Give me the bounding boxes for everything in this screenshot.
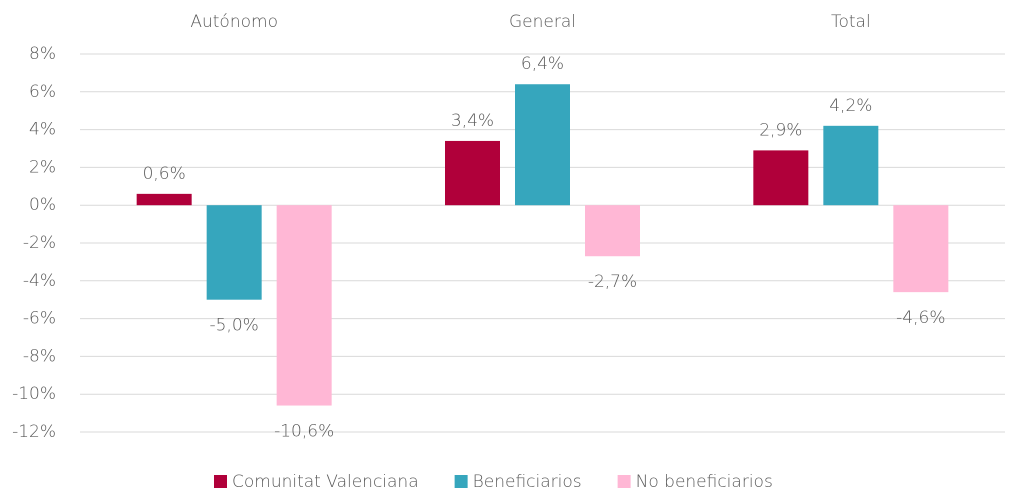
bar bbox=[585, 205, 640, 257]
bar bbox=[206, 205, 262, 300]
bar bbox=[445, 140, 500, 206]
data-label: 6,4% bbox=[521, 54, 564, 74]
legend-swatch bbox=[617, 475, 631, 488]
y-tick-label: -10% bbox=[12, 384, 56, 404]
y-tick-label: -8% bbox=[23, 346, 56, 366]
data-label: -2,7% bbox=[588, 272, 637, 292]
bar bbox=[276, 205, 332, 406]
y-tick-label: 8% bbox=[29, 44, 56, 64]
y-tick-label: -6% bbox=[23, 309, 56, 329]
y-tick-label: -2% bbox=[23, 233, 56, 253]
y-tick-label: 0% bbox=[29, 195, 56, 215]
legend-swatch bbox=[454, 475, 468, 488]
y-tick-label: 2% bbox=[29, 157, 56, 177]
data-label: -10,6% bbox=[274, 422, 334, 442]
y-tick-label: 6% bbox=[29, 82, 56, 102]
category-label: General bbox=[509, 12, 576, 32]
y-tick-label: -12% bbox=[12, 422, 56, 442]
bar bbox=[136, 193, 192, 206]
category-label: Autónomo bbox=[190, 12, 278, 32]
data-label: 2,9% bbox=[759, 120, 802, 140]
data-label: 0,6% bbox=[143, 164, 186, 184]
legend-label: No beneficiarios bbox=[636, 472, 773, 492]
y-tick-label: -4% bbox=[23, 271, 56, 291]
bar bbox=[893, 205, 949, 293]
legend-label: Comunitat Valenciana bbox=[232, 472, 419, 492]
category-label: Total bbox=[831, 12, 871, 32]
bar bbox=[515, 84, 570, 206]
bar bbox=[823, 125, 879, 206]
data-label: 4,2% bbox=[829, 96, 872, 116]
data-label: 3,4% bbox=[451, 111, 494, 131]
data-label: -4,6% bbox=[896, 308, 945, 328]
legend-swatch bbox=[214, 475, 227, 488]
data-label: -5,0% bbox=[210, 316, 259, 336]
bar bbox=[753, 150, 809, 206]
legend-label: Beneficiarios bbox=[473, 472, 582, 492]
y-tick-label: 4% bbox=[29, 120, 56, 140]
